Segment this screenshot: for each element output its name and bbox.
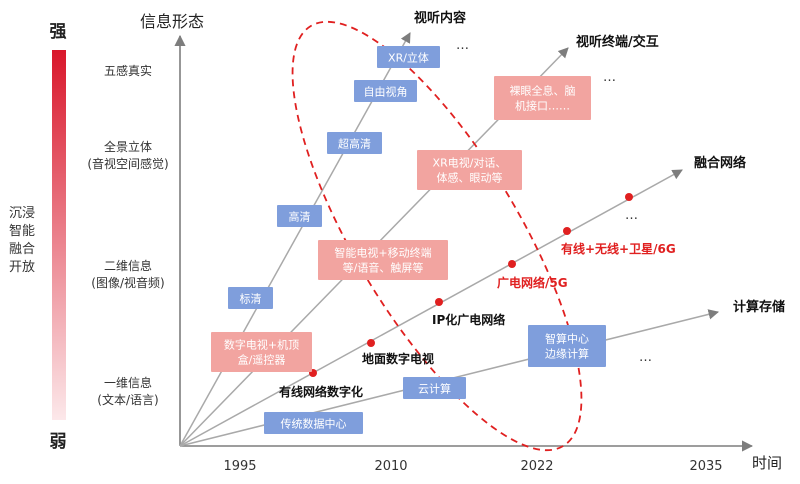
x-tick-label: 2022 <box>520 459 553 474</box>
text-line: 体感、眼动等 <box>437 171 503 185</box>
text-line: 盒/遥控器 <box>238 353 286 367</box>
ellipsis-mark: … <box>456 38 469 53</box>
milestone-dot <box>563 227 571 235</box>
scale-side-line: 融合 <box>9 242 35 257</box>
box-traditional-datacenter-text: 传统数据中心 <box>281 417 347 431</box>
scale-top-label: 强 <box>50 22 67 42</box>
box-hd: 高清 <box>277 205 322 227</box>
box-cloud-computing-text: 云计算 <box>418 382 451 396</box>
line-end-label-network: 融合网络 <box>694 155 746 171</box>
box-ultra-hd: 超高清 <box>327 132 382 154</box>
scale-side-line: 沉浸 <box>9 206 35 221</box>
box-smart-tv-mobile-text: 智能电视+移动终端等/语音、触屏等 <box>334 246 431 275</box>
y-level-label: 一维信息 <box>104 375 152 390</box>
box-xr-tv-interaction-text: XR电视/对话、体感、眼动等 <box>433 156 507 185</box>
box-traditional-datacenter: 传统数据中心 <box>264 412 363 434</box>
text-line: 等/语音、触屏等 <box>343 261 424 275</box>
y-level-label: 五感真实 <box>104 63 152 78</box>
scale-side-line: 智能 <box>9 224 35 239</box>
box-holographic-bci: 裸眼全息、脑机接口…… <box>494 76 591 120</box>
text-line: 裸眼全息、脑 <box>510 84 576 98</box>
box-intelligent-computing: 智算中心边缘计算 <box>528 325 606 367</box>
milestone-label: 广电网络/5G <box>497 275 568 290</box>
y-level-label: 全景立体 <box>104 139 152 154</box>
milestone-label: 地面数字电视 <box>362 351 434 366</box>
y-level-sublabel: (音视空间感觉) <box>87 156 168 171</box>
line-end-label-content: 视听内容 <box>414 10 466 26</box>
network-trend-line <box>179 169 683 447</box>
milestone-dot <box>625 193 633 201</box>
line-end-label-compute: 计算存储 <box>733 299 785 315</box>
box-digital-tv-settop-text: 数字电视+机顶盒/遥控器 <box>224 338 299 367</box>
box-holographic-bci-text: 裸眼全息、脑机接口…… <box>510 84 576 113</box>
box-intelligent-computing-text: 智算中心边缘计算 <box>545 332 589 361</box>
milestone-label: 有线网络数字化 <box>279 384 363 399</box>
milestone-dot <box>367 339 375 347</box>
box-xr-stereo-text: XR/立体 <box>388 51 429 65</box>
highlight-ellipse <box>291 20 583 452</box>
milestone-dot <box>435 298 443 306</box>
box-ultra-hd-text: 超高清 <box>338 137 371 151</box>
milestone-dot <box>508 260 516 268</box>
x-axis-title: 时间 <box>752 454 782 472</box>
text-line: 边缘计算 <box>545 347 589 361</box>
x-tick-label: 1995 <box>223 459 256 474</box>
milestone-label: IP化广电网络 <box>432 312 505 327</box>
y-level-sublabel: (文本/语言) <box>97 392 158 407</box>
box-hd-text: 高清 <box>289 210 311 224</box>
scale-bottom-label: 弱 <box>50 432 67 452</box>
y-level-sublabel: (图像/视音频) <box>91 275 164 290</box>
box-free-viewpoint-text: 自由视角 <box>364 85 408 99</box>
box-smart-tv-mobile: 智能电视+移动终端等/语音、触屏等 <box>318 240 448 280</box>
box-free-viewpoint: 自由视角 <box>354 80 417 102</box>
text-line: 智能电视+移动终端 <box>334 246 431 260</box>
scale-side-line: 开放 <box>9 260 35 275</box>
text-line: XR电视/对话、 <box>433 156 507 170</box>
strength-gradient-bar <box>52 50 66 420</box>
scale-side-label: 沉浸 智能 融合 开放 <box>9 206 35 275</box>
y-level-label: 二维信息 <box>104 258 152 273</box>
milestone-label: 有线+无线+卫星/6G <box>561 241 676 256</box>
text-line: 机接口…… <box>515 99 570 113</box>
x-tick-label: 2010 <box>374 459 407 474</box>
box-xr-stereo: XR/立体 <box>377 46 440 68</box>
ellipsis-mark: … <box>639 350 652 365</box>
text-line: 智算中心 <box>545 332 589 346</box>
line-end-label-terminal: 视听终端/交互 <box>576 34 659 50</box>
ellipsis-mark: … <box>603 70 616 85</box>
box-sd-text: 标清 <box>240 292 262 306</box>
ellipsis-mark: … <box>625 208 638 223</box>
box-xr-tv-interaction: XR电视/对话、体感、眼动等 <box>417 150 522 190</box>
y-axis-title: 信息形态 <box>140 12 204 31</box>
box-cloud-computing: 云计算 <box>403 377 466 399</box>
text-line: 数字电视+机顶 <box>224 338 299 352</box>
x-tick-label: 2035 <box>689 459 722 474</box>
box-digital-tv-settop: 数字电视+机顶盒/遥控器 <box>211 332 312 372</box>
box-sd: 标清 <box>228 287 273 309</box>
